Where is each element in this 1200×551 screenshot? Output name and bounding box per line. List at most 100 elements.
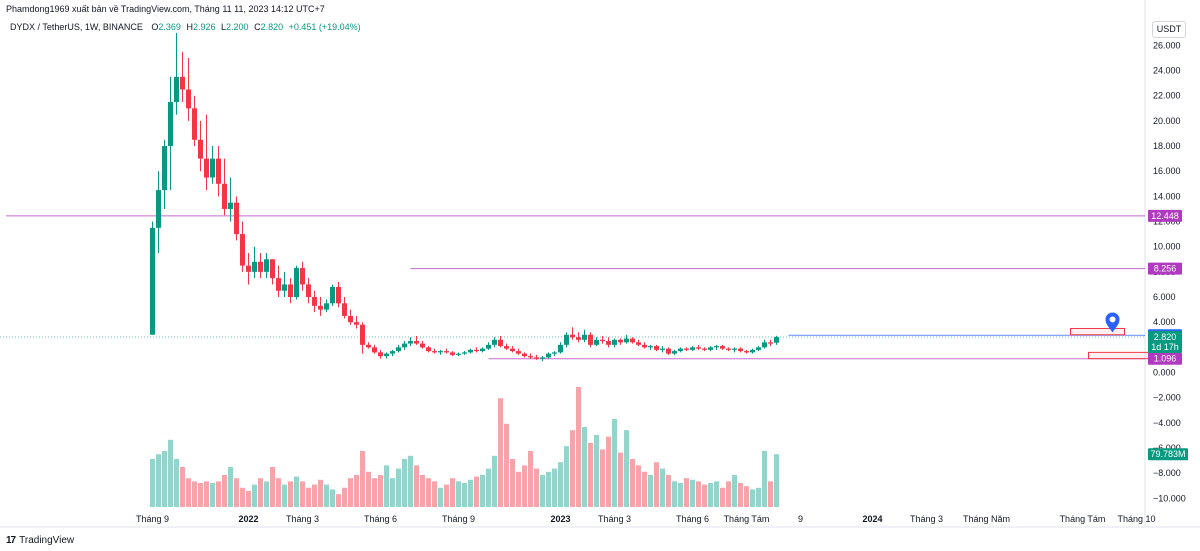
volume-bar <box>186 478 191 507</box>
volume-bar <box>564 446 569 507</box>
candle <box>414 336 419 345</box>
volume-bar <box>444 484 449 507</box>
candle-body <box>708 347 713 350</box>
volume-bar <box>660 468 665 507</box>
candle <box>606 337 611 348</box>
volume-label-bg <box>1148 448 1188 461</box>
candle-body <box>306 284 311 298</box>
candle <box>426 346 431 353</box>
candle-body <box>258 261 263 272</box>
candle <box>468 348 473 354</box>
candle-body <box>240 234 245 266</box>
currency-button[interactable]: USDT <box>1152 21 1186 38</box>
tradingview-mark-icon: 17 <box>6 535 16 546</box>
y-tick-label: 4.000 <box>1153 317 1176 327</box>
publisher-caption: Phamdong1969 xuất bản về TradingView.com… <box>6 4 325 14</box>
tradingview-logo[interactable]: 17 TradingView <box>6 535 74 546</box>
marker-dot <box>1109 316 1116 323</box>
candle <box>456 352 461 357</box>
tradingview-brand: TradingView <box>19 535 75 546</box>
candle <box>222 158 227 216</box>
volume-bar <box>714 481 719 507</box>
candle <box>246 252 251 285</box>
close-label: C <box>254 22 261 32</box>
candle <box>366 342 371 349</box>
volume-bar <box>606 436 611 507</box>
x-tick-label: Tháng 9 <box>442 514 475 524</box>
candle <box>462 351 467 355</box>
volume-bar <box>156 454 161 507</box>
candle-body <box>474 349 479 352</box>
candle-body <box>666 348 671 354</box>
candle-body <box>336 286 341 304</box>
candle-body <box>192 108 197 140</box>
candle-body <box>288 284 293 298</box>
candle-body <box>462 352 467 354</box>
candle-body <box>546 353 551 358</box>
candle-body <box>480 348 485 352</box>
candle-body <box>516 351 521 354</box>
volume-bar <box>450 478 455 507</box>
volume-bar <box>384 465 389 507</box>
last-price-label-countdown: 1d 17h <box>1151 342 1179 352</box>
symbol-title[interactable]: DYDX / TetherUS, 1W, BINANCE <box>10 22 143 32</box>
candle-body <box>570 334 575 338</box>
level-label-bg <box>1148 352 1182 365</box>
volume-bar <box>492 455 497 507</box>
level-label: 1.096 <box>1154 354 1177 364</box>
volume-bar <box>504 423 509 507</box>
y-tick-label: 18.000 <box>1153 141 1181 151</box>
y-tick-label: 16.000 <box>1153 166 1181 176</box>
level-label-bg <box>1148 262 1182 275</box>
volume-bar <box>546 471 551 507</box>
x-tick-label: 2024 <box>862 514 882 524</box>
candle <box>612 338 617 348</box>
zone-rectangle <box>1070 327 1125 336</box>
volume-bar <box>246 491 251 507</box>
candles <box>150 32 779 362</box>
candle-body <box>636 342 641 345</box>
candle-body <box>564 334 569 345</box>
candle-body <box>426 347 431 352</box>
volume-bar <box>318 479 323 507</box>
candle <box>738 347 743 353</box>
candle-body <box>738 348 743 352</box>
volume-bar <box>462 483 467 507</box>
candle-body <box>228 202 233 209</box>
volume-bar <box>636 465 641 507</box>
candle-body <box>450 352 455 355</box>
candle <box>498 336 503 348</box>
volume-bar <box>360 451 365 507</box>
candle <box>198 120 203 172</box>
volume-bar <box>456 481 461 507</box>
candle <box>180 51 185 103</box>
candle <box>306 278 311 304</box>
candle <box>708 346 713 352</box>
volume-bar <box>270 467 275 507</box>
high-value: 2.926 <box>192 22 216 32</box>
candle <box>714 344 719 350</box>
candle-body <box>432 351 437 353</box>
volume-bar <box>666 475 671 507</box>
candle <box>762 339 767 349</box>
candle-body <box>354 322 359 325</box>
candle-body <box>594 339 599 345</box>
candle-body <box>408 341 413 344</box>
volume-bar <box>726 481 731 507</box>
volume-bar <box>348 478 353 507</box>
candle <box>162 139 167 209</box>
y-tick-label: 10.000 <box>1153 242 1181 252</box>
candle-body <box>312 297 317 306</box>
volume-bar <box>306 487 311 507</box>
candle <box>300 261 305 291</box>
high-label: H <box>186 22 193 32</box>
level-label: 12.448 <box>1151 211 1179 221</box>
candle <box>432 348 437 354</box>
y-tick-label: 0.000 <box>1153 368 1176 378</box>
volume-bar <box>204 481 209 507</box>
candle <box>318 297 323 316</box>
candle-body <box>528 356 533 358</box>
candle <box>522 352 527 358</box>
